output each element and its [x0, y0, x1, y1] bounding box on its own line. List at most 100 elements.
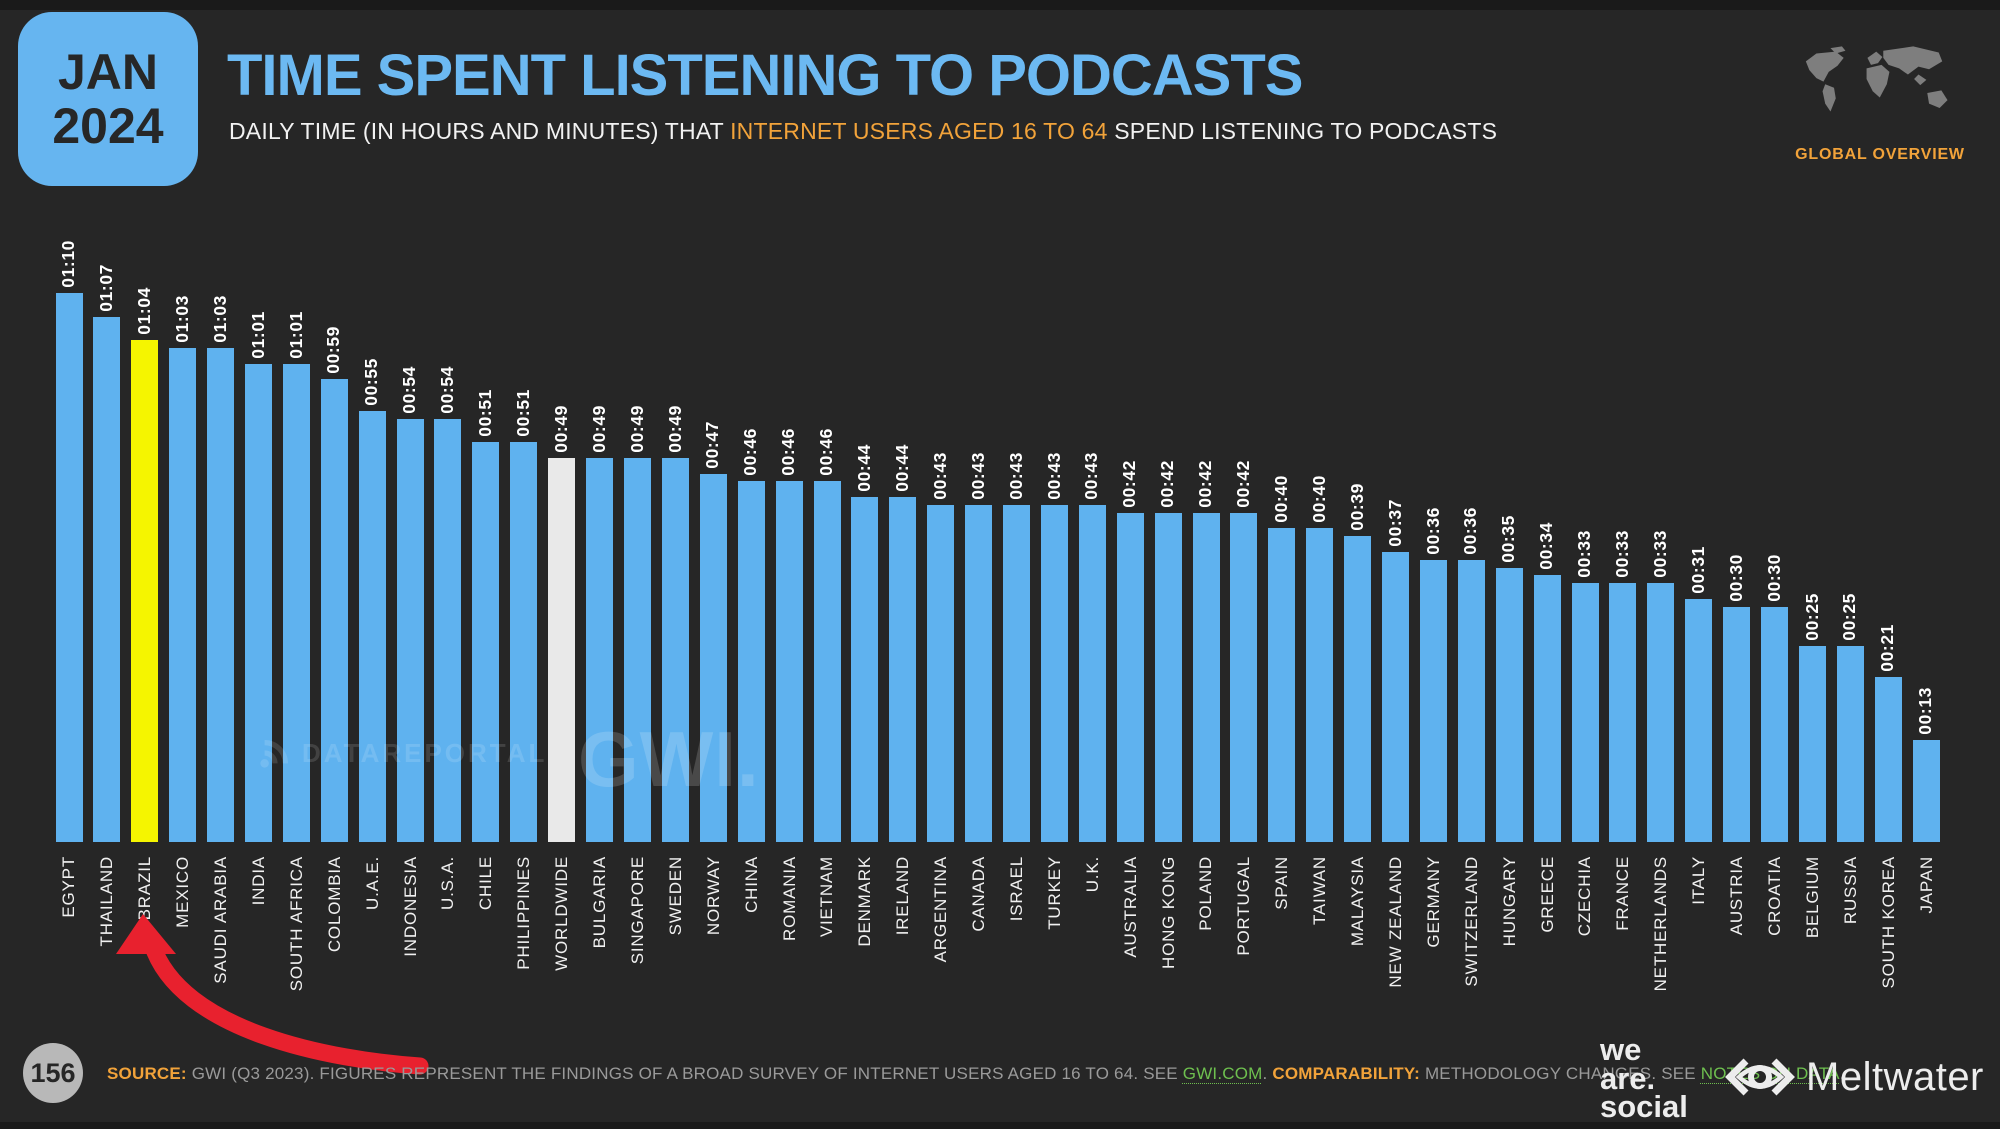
bar-value-label-australia: 00:42 — [1119, 460, 1140, 508]
bar-russia — [1836, 646, 1864, 842]
bar-value-label-china: 00:46 — [740, 428, 761, 476]
bar-value-label-austria: 00:30 — [1725, 554, 1746, 602]
category-label-worldwide: WORLDWIDE — [552, 856, 572, 971]
bar-spain — [1268, 528, 1296, 842]
source-body: GWI (Q3 2023). FIGURES REPRESENT THE FIN… — [186, 1064, 1183, 1083]
page-number-badge: 156 — [23, 1043, 83, 1103]
bar-portugal — [1230, 513, 1258, 842]
bar-value-label-thailand: 01:07 — [96, 264, 117, 312]
bar-ireland — [889, 497, 917, 842]
source-after: . — [1262, 1064, 1273, 1083]
bar-value-label-denmark: 00:44 — [854, 444, 875, 492]
bar-value-label-new-zealand: 00:37 — [1384, 499, 1405, 547]
page-subtitle: DAILY TIME (IN HOURS AND MINUTES) THAT I… — [229, 118, 1497, 145]
bar-value-label-norway: 00:47 — [702, 421, 723, 469]
source-label: SOURCE: — [107, 1064, 187, 1083]
category-label-norway: NORWAY — [703, 856, 723, 936]
bar-canada — [965, 505, 992, 842]
category-label-argentina: ARGENTINA — [931, 856, 951, 963]
date-badge-month: JAN — [57, 44, 159, 100]
date-badge: JAN 2024 — [18, 12, 198, 186]
category-label-australia: AUSTRALIA — [1120, 856, 1140, 958]
bar-south-africa — [282, 364, 310, 842]
category-label-croatia: CROATIA — [1764, 856, 1784, 936]
bar-value-label-south-africa: 01:01 — [285, 311, 306, 359]
bar-czechia — [1571, 583, 1599, 842]
category-label-sweden: SWEDEN — [665, 856, 685, 936]
bar-value-label-bulgaria: 00:49 — [588, 405, 609, 453]
bar-egypt — [55, 293, 83, 842]
bar-worldwide — [548, 458, 576, 842]
bar-belgium — [1798, 646, 1826, 842]
bar-vietnam — [813, 481, 841, 842]
bar-philippines — [510, 442, 538, 842]
bar-brazil — [131, 340, 159, 842]
source-line: SOURCE: GWI (Q3 2023). FIGURES REPRESENT… — [107, 1064, 1845, 1084]
bar-value-label-japan: 00:13 — [1915, 687, 1936, 735]
category-label-israel: ISRAEL — [1006, 856, 1026, 922]
category-label-spain: SPAIN — [1272, 856, 1292, 910]
brazil-highlight-arrow — [116, 914, 429, 1075]
bar-value-label-greece: 00:34 — [1536, 522, 1557, 570]
category-label-vietnam: VIETNAM — [817, 856, 837, 938]
we-are-social-line3: social — [1600, 1089, 1688, 1125]
category-label-denmark: DENMARK — [855, 856, 875, 947]
category-label-austria: AUSTRIA — [1727, 856, 1747, 936]
gwi-com-link[interactable]: GWI.COM — [1182, 1064, 1263, 1083]
comparability-label: COMPARABILITY: — [1272, 1064, 1421, 1083]
bar-romania — [775, 481, 803, 842]
we-are-social-line1: we — [1600, 1032, 1642, 1067]
bar-india — [244, 364, 272, 842]
bar-denmark — [851, 497, 879, 842]
bar-value-label-france: 00:33 — [1612, 530, 1633, 578]
bar-malaysia — [1344, 536, 1371, 842]
category-label-netherlands: NETHERLANDS — [1651, 856, 1671, 992]
bar-value-label-russia: 00:25 — [1839, 593, 1860, 641]
category-label-chile: CHILE — [476, 856, 496, 911]
bar-u-a-e — [358, 411, 386, 842]
bar-value-label-poland: 00:42 — [1195, 460, 1216, 508]
category-label-greece: GREECE — [1537, 856, 1557, 933]
bar-japan — [1912, 740, 1940, 842]
category-label-france: FRANCE — [1613, 856, 1633, 931]
category-label-japan: JAPAN — [1916, 856, 1936, 914]
notes-after: . — [1839, 1064, 1845, 1083]
category-label-bulgaria: BULGARIA — [590, 856, 610, 949]
bar-value-label-u-a-e: 00:55 — [361, 358, 382, 406]
category-label-turkey: TURKEY — [1044, 856, 1064, 930]
bar-norway — [699, 474, 727, 842]
bar-value-label-indonesia: 00:54 — [399, 366, 420, 414]
category-label-egypt: EGYPT — [59, 856, 79, 918]
bar-value-label-turkey: 00:43 — [1043, 452, 1064, 500]
bar-bulgaria — [586, 458, 614, 842]
bar-greece — [1533, 575, 1561, 842]
bar-value-label-vietnam: 00:46 — [816, 428, 837, 476]
bar-value-label-croatia: 00:30 — [1763, 554, 1784, 602]
category-label-switzerland: SWITZERLAND — [1461, 856, 1481, 987]
category-label-belgium: BELGIUM — [1802, 856, 1822, 939]
we-are-social-logo: we are. social — [1600, 1032, 1688, 1125]
world-map-icon — [1805, 46, 1948, 112]
bar-israel — [1003, 505, 1030, 842]
category-label-ireland: IRELAND — [893, 856, 913, 936]
bar-value-label-mexico: 01:03 — [171, 295, 192, 343]
bar-chile — [472, 442, 500, 842]
bar-value-label-india: 01:01 — [247, 311, 268, 359]
bar-france — [1609, 583, 1637, 842]
bar-value-label-romania: 00:46 — [778, 428, 799, 476]
comparability-body: METHODOLOGY CHANGES. SEE — [1420, 1064, 1701, 1083]
subtitle-prefix: DAILY TIME (IN HOURS AND MINUTES) THAT — [229, 118, 731, 144]
bar-netherlands — [1647, 583, 1675, 842]
bar-value-label-hungary: 00:35 — [1498, 515, 1519, 563]
subtitle-highlight: INTERNET USERS AGED 16 TO 64 — [730, 118, 1108, 144]
bar-value-label-israel: 00:43 — [1005, 452, 1026, 500]
bar-value-label-hong-kong: 00:42 — [1157, 460, 1178, 508]
bar-colombia — [320, 379, 348, 842]
bar-value-label-brazil: 01:04 — [133, 287, 154, 335]
bar-croatia — [1761, 607, 1788, 842]
meltwater-logo: Meltwater — [1722, 1053, 1984, 1101]
category-label-u-k: U.K. — [1082, 856, 1102, 893]
bar-value-label-chile: 00:51 — [475, 389, 496, 437]
